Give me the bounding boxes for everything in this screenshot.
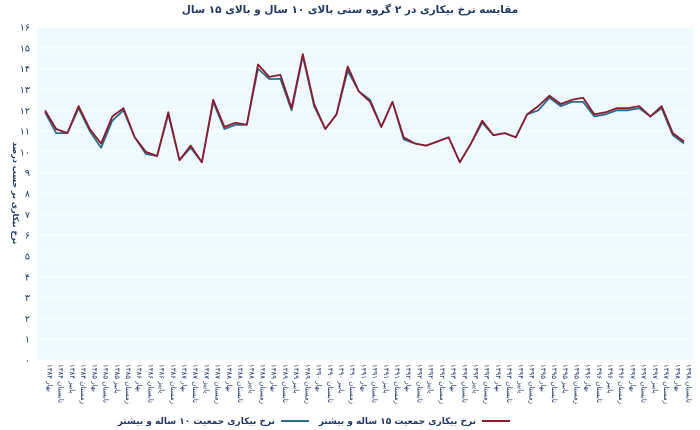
x-tick-label: زمستان ۱۳۹۵ (572, 364, 580, 404)
x-tick-label: زمستان ۱۳۹۳ (483, 364, 491, 404)
y-tick-label: ۴ (25, 272, 30, 283)
x-tick-label: زمستان ۱۳۹۴ (528, 364, 536, 404)
x-tick-label: زمستان ۱۳۹۷ (662, 364, 670, 404)
x-tick-label: زمستان ۱۳۸۶ (169, 364, 177, 404)
x-tick-label: بهار ۱۳۹۰ (315, 364, 323, 392)
x-tick-label: بهار ۱۳۹۲ (404, 364, 412, 392)
legend-label-series-15: نرخ بیکاری جمعیت ۱۵ ساله و بیشتر (318, 417, 476, 427)
x-tick-label: زمستان ۱۳۸۹ (303, 364, 311, 404)
y-tick-label: ۶ (25, 231, 30, 242)
y-tick-label: ۵ (25, 251, 30, 262)
y-tick-label: ۱۰ (20, 147, 30, 158)
x-tick-label: بهار ۱۳۹۷ (628, 364, 636, 392)
y-tick-label: ۲ (25, 314, 30, 325)
x-tick-label: پاییز ۱۳۸۵ (113, 364, 121, 393)
x-tick-label: زمستان ۱۳۹۶ (617, 364, 625, 404)
x-tick-label: زمستان ۱۳۹۰ (348, 364, 356, 404)
y-tick-label: ۰ (25, 356, 30, 367)
y-tick-label: ۱۳ (20, 85, 30, 96)
y-tick-label: ۱۲ (20, 106, 30, 117)
x-tick-label: تابستان ۱۳۹۲ (415, 364, 423, 403)
x-tick-label: پاییز ۱۳۸۹ (292, 364, 300, 393)
x-tick-label: زمستان ۱۳۹۱ (393, 364, 401, 404)
series-line-15-plus (44, 53, 685, 164)
x-tick-label: زمستان ۱۳۸۴ (79, 364, 87, 404)
x-tick-label: پاییز ۱۳۸۸ (247, 364, 255, 393)
gridlines (37, 26, 693, 361)
x-tick-label: تابستان ۱۳۸۹ (281, 364, 289, 403)
x-tick-label: تابستان ۱۳۹۷ (640, 364, 648, 403)
x-tick-label: پاییز ۱۳۹۲ (427, 364, 435, 393)
x-tick-label: تابستان ۱۳۹۱ (371, 364, 379, 403)
y-axis-label: نرخ بیکاری بر حسب درصد (11, 142, 20, 244)
x-tick-label: تابستان ۱۳۸۷ (191, 364, 199, 403)
y-tick-label: ۱۴ (20, 64, 30, 75)
chart-title: مقایسه نرخ بیکاری در ۲ گروه سنی بالای ۱۰… (182, 3, 519, 16)
x-tick-label: پاییز ۱۳۹۶ (606, 364, 614, 393)
y-tick-label: ۱۱ (20, 127, 30, 138)
x-tick-label: پاییز ۱۳۸۶ (158, 364, 166, 393)
x-tick-label: بهار ۱۳۸۷ (180, 364, 188, 392)
y-tick-label: ۱ (25, 335, 30, 346)
y-tick-label: ۱۵ (20, 43, 30, 54)
x-tick-label: بهار ۱۳۹۸ (673, 364, 681, 392)
x-tick-label: زمستان ۱۳۹۲ (438, 364, 446, 404)
x-tick-label: تابستان ۱۳۹۴ (505, 364, 513, 403)
x-tick-label: زمستان ۱۳۸۷ (214, 364, 222, 404)
x-tick-label: تابستان ۱۳۹۳ (460, 364, 468, 403)
x-tick-label: بهار ۱۳۸۵ (90, 364, 98, 392)
x-tick-label: پاییز ۱۳۹۳ (472, 364, 480, 393)
x-tick-label: زمستان ۱۳۸۵ (124, 364, 132, 404)
x-tick-label: بهار ۱۳۸۹ (270, 364, 278, 392)
y-tick-label: ۹ (25, 168, 30, 179)
y-tick-label: ۸ (25, 189, 30, 200)
y-tick-label: ۳ (25, 293, 30, 304)
y-tick-label: ۷ (25, 210, 30, 221)
x-tick-label: بهار ۱۳۹۵ (539, 364, 547, 392)
x-tick-label: پاییز ۱۳۹۱ (382, 364, 390, 393)
x-tick-label: پاییز ۱۳۹۰ (337, 364, 345, 393)
y-tick-label: ۱۶ (20, 23, 30, 34)
x-tick-label: بهار ۱۳۸۶ (135, 364, 143, 392)
legend: نرخ بیکاری جمعیت ۱۵ ساله و بیشتر نرخ بیک… (117, 417, 510, 427)
x-tick-label: پاییز ۱۳۸۴ (68, 364, 76, 393)
x-tick-label: بهار ۱۳۸۸ (225, 364, 233, 392)
x-tick-label: پاییز ۱۳۹۴ (516, 364, 524, 393)
x-tick-label: پاییز ۱۳۸۷ (202, 364, 210, 393)
series-lines (44, 53, 685, 164)
legend-label-series-10: نرخ بیکاری جمعیت ۱۰ ساله و بیشتر (117, 417, 275, 427)
x-tick-label: تابستان ۱۳۹۰ (326, 364, 334, 403)
x-tick-label: بهار ۱۳۹۴ (494, 364, 502, 392)
x-tick-label: تابستان ۱۳۹۶ (595, 364, 603, 403)
x-tick-label: تابستان ۱۳۸۴ (57, 364, 65, 403)
x-tick-label: بهار ۱۳۸۴ (46, 364, 54, 392)
x-tick-label: بهار ۱۳۹۳ (449, 364, 457, 392)
x-tick-label: تابستان ۱۳۹۵ (550, 364, 558, 403)
x-tick-label: تابستان ۱۳۸۶ (146, 364, 154, 403)
x-tick-label: تابستان ۱۳۹۸ (685, 364, 693, 403)
x-tick-label: پاییز ۱۳۹۷ (651, 364, 659, 393)
x-tick-label: پاییز ۱۳۹۵ (561, 364, 569, 393)
x-tick-label: بهار ۱۳۹۱ (359, 364, 367, 392)
x-tick-label: بهار ۱۳۹۶ (584, 364, 592, 392)
x-tick-label: تابستان ۱۳۸۸ (236, 364, 244, 403)
x-tick-label: زمستان ۱۳۸۸ (259, 364, 267, 404)
x-tick-label: تابستان ۱۳۸۵ (102, 364, 110, 403)
